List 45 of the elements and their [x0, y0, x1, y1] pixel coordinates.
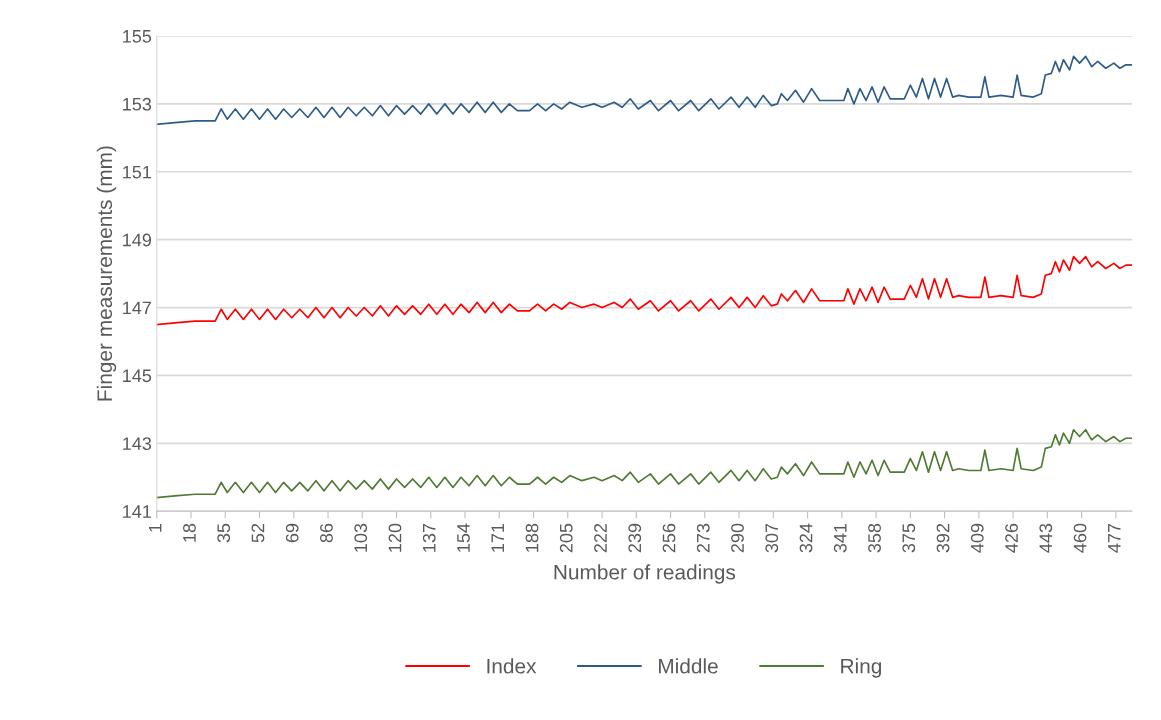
y-tick-label: 149	[123, 233, 152, 247]
y-tick-label: 151	[123, 165, 151, 179]
y-tick-label: 145	[123, 369, 152, 383]
x-tick-label: 341	[833, 523, 847, 553]
line-series	[156, 55, 1132, 126]
x-tick-label: 477	[1108, 523, 1121, 553]
y-tick-label: 153	[123, 97, 152, 111]
x-tick-label: 137	[422, 523, 436, 552]
x-axis-title: Number of readings	[554, 564, 736, 584]
x-tick-label: 324	[799, 523, 813, 553]
x-tick-label: 171	[491, 523, 504, 552]
x-tick-label: 69	[285, 523, 299, 543]
x-tick-label: 460	[1073, 523, 1087, 553]
y-tick-label: 155	[123, 30, 152, 43]
x-tick-label: 375	[902, 523, 916, 553]
x-tick-label: 358	[868, 523, 881, 553]
legend-label: Ring	[841, 658, 882, 678]
x-tick-label: 392	[936, 523, 950, 553]
y-tick-label: 147	[123, 301, 151, 315]
x-tick-label: 103	[354, 523, 368, 552]
line-series	[156, 255, 1132, 326]
x-tick-label: 154	[457, 523, 470, 552]
x-tick-label: 120	[388, 523, 402, 552]
x-tick-label: 188	[525, 523, 539, 552]
x-tick-label: 443	[1039, 523, 1053, 553]
x-tick-label: 426	[1005, 523, 1018, 553]
legend-label: Middle	[659, 658, 718, 674]
y-axis-title: Finger measurements (mm)	[96, 146, 117, 401]
x-tick-label: 35	[217, 523, 231, 543]
x-tick-label: 205	[559, 523, 573, 553]
x-tick-label: 52	[251, 523, 265, 543]
legend-label: Index	[487, 658, 537, 674]
x-tick-label: 1	[148, 523, 162, 532]
x-tick-label: 18	[183, 523, 196, 542]
x-tick-label: 256	[662, 523, 676, 553]
x-tick-label: 409	[970, 523, 984, 553]
x-tick-label: 239	[628, 523, 642, 553]
y-tick-label: 141	[123, 505, 151, 518]
x-tick-label: 290	[731, 523, 744, 553]
x-tick-label: 273	[696, 523, 710, 553]
y-tick-label: 143	[123, 437, 152, 451]
x-tick-label: 86	[320, 523, 333, 543]
line-series	[156, 428, 1132, 499]
x-tick-label: 307	[765, 523, 779, 553]
x-tick-label: 222	[594, 523, 607, 553]
